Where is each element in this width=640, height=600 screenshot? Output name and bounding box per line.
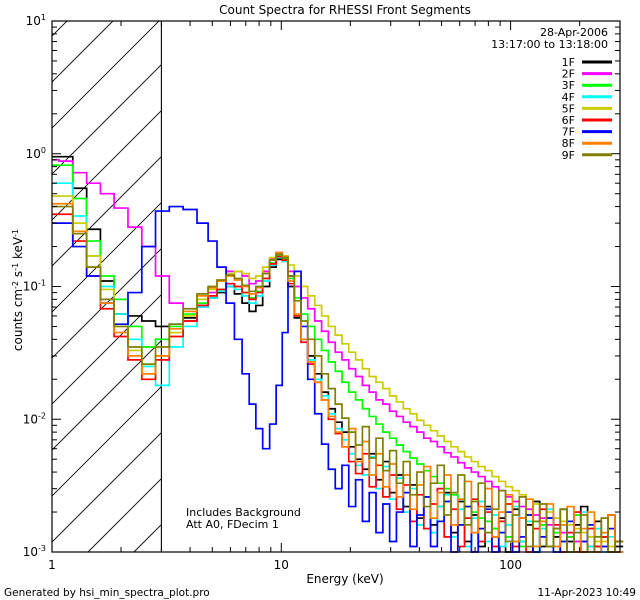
annotation-attenuator-state: Att A0, FDecim 1 [186,518,279,531]
y-tick-label: 101 [26,13,46,28]
svg-text:101: 101 [26,13,46,28]
legend-entry-9f[interactable]: 9F [562,149,612,162]
hatched-exclusion-region [52,21,162,552]
ylabel-base-1: counts cm [11,289,25,351]
legend-label: 3F [562,79,575,92]
ylabel-sup-3: -1 [11,229,20,237]
plot-title: Count Spectra for RHESSI Front Segments [219,3,471,17]
x-tick-label: 1 [48,558,56,572]
ylabel-base-3: keV [11,236,25,263]
legend-label: 5F [562,102,575,115]
ylabel-sup-1: -2 [11,281,20,289]
svg-text:10-3: 10-3 [23,544,46,559]
legend-label: 9F [562,149,575,162]
y-tick-label: 10-1 [23,279,46,294]
svg-text:counts cm-2 s-1 keV-1: counts cm-2 s-1 keV-1 [11,229,25,351]
svg-text:10-2: 10-2 [23,411,46,426]
spectrum-curve-9f [52,205,624,553]
legend-entry-7f[interactable]: 7F [562,126,612,139]
legend-label: 6F [562,114,575,127]
legend-entry-4f[interactable]: 4F [562,91,612,104]
legend-label: 8F [562,137,575,150]
y-tick-label: 10-2 [23,411,46,426]
legend-entry-8f[interactable]: 8F [562,137,612,150]
footer-right-text: 11-Apr-2023 10:49 [537,587,636,599]
x-tick-label: 100 [499,558,522,572]
y-axis-label: counts cm-2 s-1 keV-1 [11,229,25,351]
annotation-includes-background: Includes Background [186,506,301,519]
x-axis-label: Energy (keV) [306,572,383,586]
y-tick-label: 100 [26,146,46,161]
footer-left-text: Generated by hsi_min_spectra_plot.pro [4,587,210,599]
legend-entry-6f[interactable]: 6F [562,114,612,127]
x-tick-label: 10 [274,558,289,572]
ylabel-sup-2: -1 [11,263,20,271]
ylabel-base-2: s [11,271,25,281]
legend-label: 1F [562,56,575,69]
svg-text:100: 100 [26,146,46,161]
legend-entry-5f[interactable]: 5F [562,102,612,115]
generated-plot-content: 1 10 100 10-3 10-2 10-1 100 101 28-Apr-200613:17… [23,13,624,572]
observation-interval: 13:17:00 to 13:18:00 [491,38,608,51]
observation-date: 28-Apr-2006 [540,26,608,39]
spectrum-curve-5f [52,195,624,553]
svg-text:10-1: 10-1 [23,279,46,294]
y-tick-label: 10-3 [23,544,46,559]
legend-entry-2f[interactable]: 2F [562,68,612,81]
legend-label: 7F [562,126,575,139]
legend-entry-1f[interactable]: 1F [562,56,612,69]
legend-label: 2F [562,68,575,81]
legend-label: 4F [562,91,575,104]
legend-entry-3f[interactable]: 3F [562,79,612,92]
